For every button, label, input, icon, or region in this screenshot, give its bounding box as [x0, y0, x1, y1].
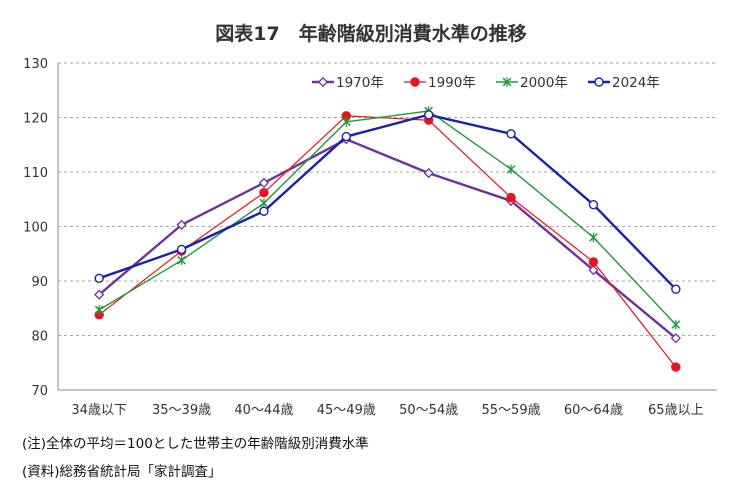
data-point — [506, 192, 516, 203]
legend-label: 1970年 — [336, 75, 384, 91]
footnote-note: (注)全体の平均＝100とした世帯主の年齢階級別消費水準 — [22, 436, 369, 452]
data-point — [259, 206, 269, 216]
data-point — [341, 117, 351, 127]
legend-label: 2024年 — [612, 75, 660, 91]
series-line-2 — [98, 110, 677, 326]
data-point — [94, 289, 105, 300]
data-point — [423, 167, 434, 179]
data-point — [588, 257, 599, 267]
legend-marker — [410, 77, 420, 87]
data-point — [341, 131, 352, 142]
data-point — [670, 333, 681, 344]
data-point — [177, 255, 186, 266]
x-tick-label: 34歳以下 — [71, 403, 127, 418]
x-tick-label: 50～54歳 — [399, 403, 458, 418]
legend-label: 1990年 — [428, 75, 476, 91]
data-point — [671, 362, 681, 372]
chart-title: 図表17 年齢階級別消費水準の推移 — [215, 22, 526, 45]
data-point — [94, 273, 104, 283]
x-tick-label: 55～59歳 — [482, 403, 541, 418]
data-point — [588, 199, 599, 210]
data-point — [671, 284, 681, 294]
legend-label: 2000年 — [520, 75, 568, 91]
data-point — [423, 110, 434, 120]
y-tick-label: 110 — [23, 166, 48, 181]
x-tick-label: 40～44歳 — [234, 403, 293, 418]
series-line-0 — [98, 138, 677, 340]
series-line-3 — [98, 113, 677, 291]
data-point — [589, 232, 598, 243]
y-tick-label: 70 — [31, 384, 48, 399]
legend-marker — [594, 77, 604, 87]
data-point — [176, 244, 187, 255]
series-line-1 — [98, 115, 677, 368]
data-point — [94, 305, 104, 315]
legend-marker — [317, 76, 329, 88]
legend-marker — [502, 77, 512, 87]
data-point — [506, 129, 516, 139]
data-point — [259, 198, 269, 208]
data-point — [671, 319, 681, 330]
data-point — [176, 219, 187, 230]
x-tick-label: 45～49歳 — [317, 403, 376, 418]
data-point — [588, 264, 599, 276]
y-tick-label: 80 — [31, 330, 48, 345]
y-tick-label: 100 — [23, 221, 48, 236]
footnote-source: (資料)総務省統計局「家計調査」 — [22, 464, 222, 480]
x-tick-label: 60～64歳 — [564, 403, 623, 418]
y-tick-label: 120 — [23, 112, 48, 127]
y-tick-label: 90 — [31, 275, 48, 290]
x-tick-label: 35～39歳 — [152, 403, 211, 418]
y-tick-label: 130 — [23, 57, 48, 72]
x-tick-label: 65歳以上 — [648, 403, 704, 418]
data-point — [506, 164, 516, 175]
line-chart: 図表17 年齢階級別消費水準の推移 70 80 90 100 110 120 130 34歳以下… — [23, 22, 717, 418]
data-point — [258, 177, 270, 189]
data-point — [259, 188, 269, 198]
